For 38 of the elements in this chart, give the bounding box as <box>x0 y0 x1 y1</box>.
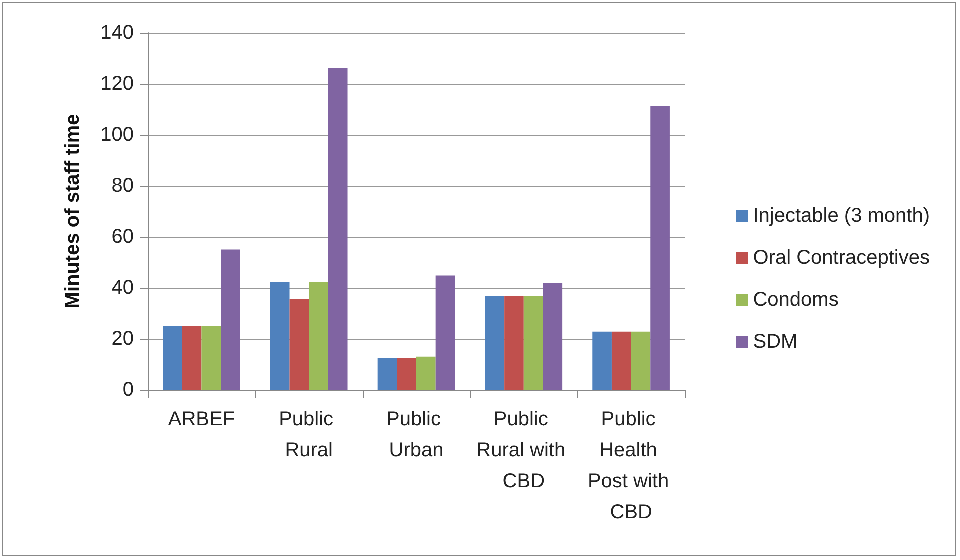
bar <box>290 298 310 390</box>
legend-label: SDM <box>753 331 798 353</box>
legend-label: Condoms <box>753 289 839 311</box>
y-tick-label: 120 <box>100 73 134 95</box>
y-tick-label: 40 <box>112 277 134 299</box>
bar <box>221 250 240 390</box>
y-tick-label: 80 <box>112 175 134 197</box>
x-tick-label: Public Urban <box>386 408 447 462</box>
bar <box>378 358 398 390</box>
y-tick-label: 60 <box>112 226 134 248</box>
bar <box>436 276 456 390</box>
x-tick-label: Public Health Post with CBD <box>588 408 675 524</box>
bar <box>631 332 651 390</box>
x-tick-label: ARBEF <box>168 408 236 430</box>
y-tick-label: 20 <box>112 328 134 350</box>
bar <box>612 332 632 390</box>
bar <box>270 282 290 390</box>
bar <box>182 326 202 390</box>
bar <box>650 106 670 390</box>
x-tick-label: Public Rural <box>279 408 340 462</box>
bar <box>163 326 182 390</box>
legend-label: Oral Contraceptives <box>753 247 930 269</box>
bar <box>416 356 436 390</box>
bar <box>592 332 612 390</box>
y-axis-title: Minutes of staff time <box>62 114 84 309</box>
bar <box>397 358 416 390</box>
bar <box>543 283 563 390</box>
legend-label: Injectable (3 month) <box>753 205 930 227</box>
bar <box>309 282 328 390</box>
x-tick-label: Public Rural with CBD <box>476 408 572 492</box>
y-tick-label: 140 <box>100 22 134 44</box>
bar <box>202 326 222 390</box>
bar <box>328 68 348 390</box>
bar <box>504 296 524 390</box>
bar <box>524 296 544 390</box>
y-tick-label: 0 <box>122 379 134 401</box>
bar <box>485 296 505 390</box>
y-tick-label: 100 <box>100 124 134 146</box>
